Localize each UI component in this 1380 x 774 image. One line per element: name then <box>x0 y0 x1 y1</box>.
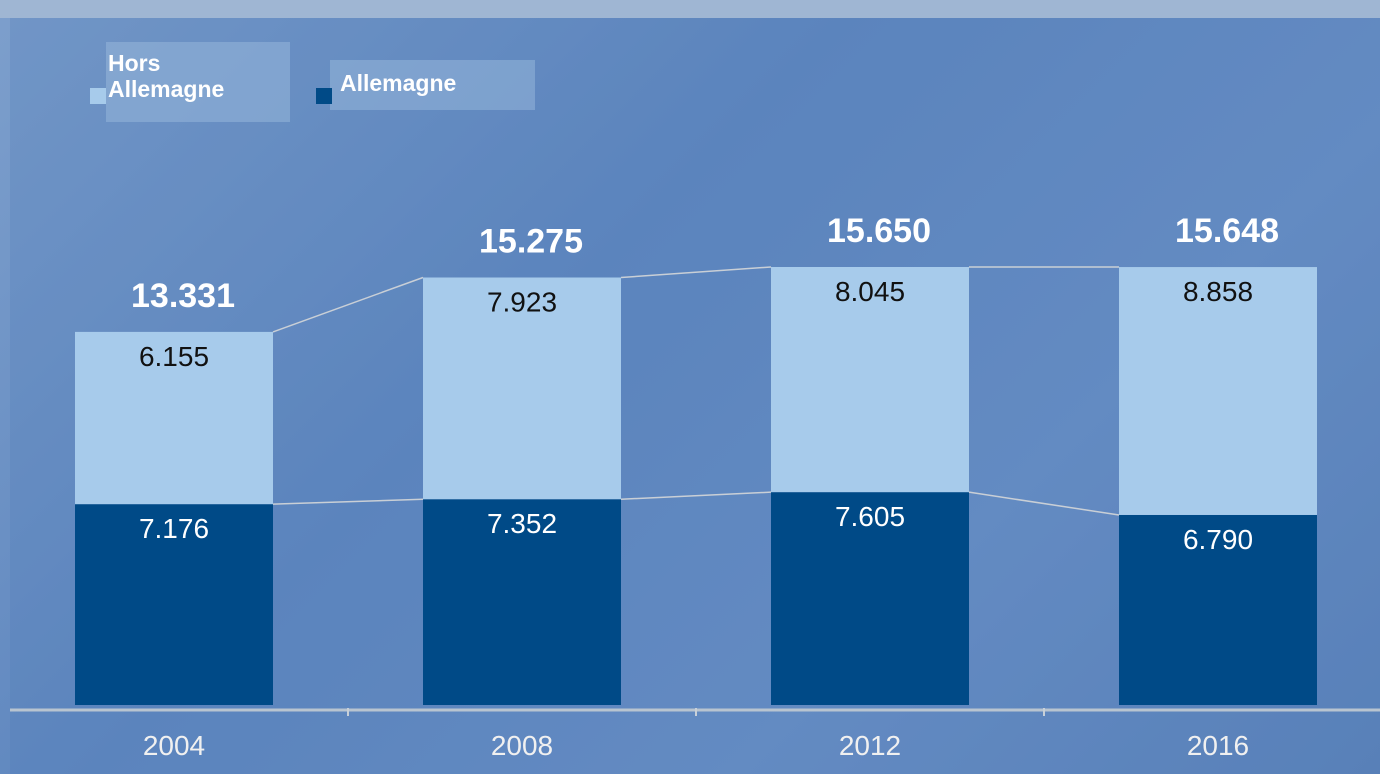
chart: 7.176 6.155 13.331 2004 7.352 7.923 15.275 2008… <box>0 0 1380 774</box>
photo-strip <box>0 0 1380 18</box>
legend-label: Allemagne <box>340 70 530 96</box>
x-tick-label: 2004 <box>143 730 205 761</box>
value-label: 6.155 <box>139 341 209 372</box>
total-label: 15.650 <box>827 212 931 250</box>
total-label: 13.331 <box>131 277 235 315</box>
total-label: 15.648 <box>1175 212 1279 250</box>
legend-label: Hors Allemagne <box>108 50 268 103</box>
value-label: 7.923 <box>487 286 557 317</box>
value-label: 8.858 <box>1183 276 1253 307</box>
x-tick-label: 2012 <box>839 730 901 761</box>
value-label: 8.045 <box>835 276 905 307</box>
legend-swatch <box>90 88 106 104</box>
legend-swatch <box>316 88 332 104</box>
value-label: 7.352 <box>487 508 557 539</box>
value-label: 6.790 <box>1183 524 1253 555</box>
value-label: 7.176 <box>139 513 209 544</box>
x-tick-label: 2008 <box>491 730 553 761</box>
total-label: 15.275 <box>479 222 583 260</box>
value-label: 7.605 <box>835 501 905 532</box>
x-tick-label: 2016 <box>1187 730 1249 761</box>
